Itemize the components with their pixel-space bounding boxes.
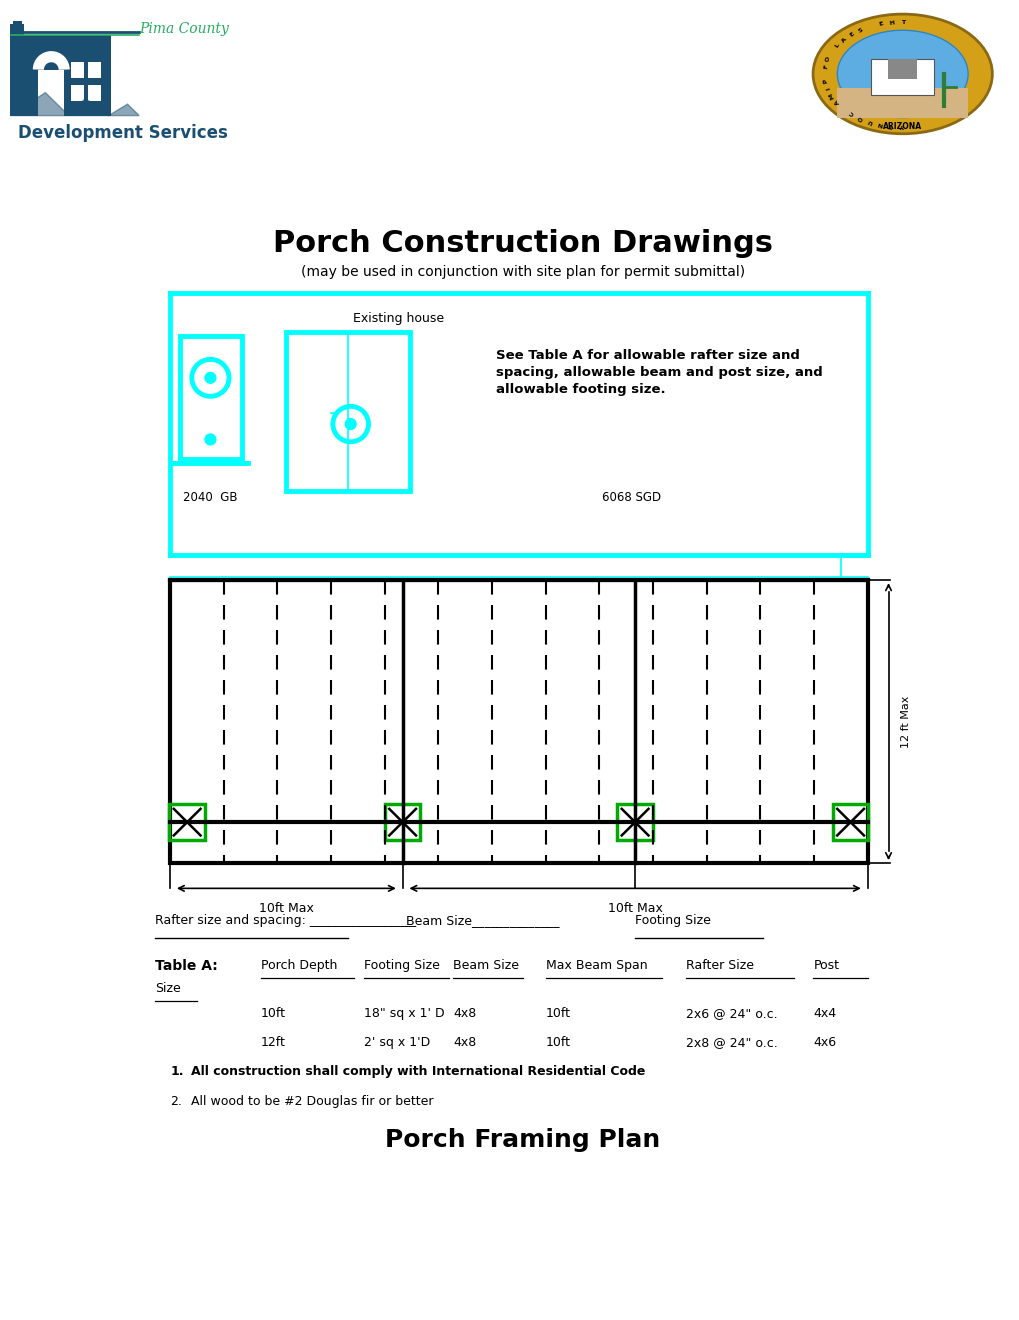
Text: S: S [857, 26, 863, 34]
Text: M: M [827, 91, 835, 99]
Bar [888, 59, 916, 79]
Text: L: L [834, 44, 840, 49]
Text: 2' sq x 1'D: 2' sq x 1'D [364, 1036, 430, 1049]
Bar [39, 70, 64, 116]
Bar [169, 804, 205, 840]
Text: O: O [824, 57, 830, 62]
Text: Rafter size and spacing: _________________: Rafter size and spacing: _______________… [155, 915, 416, 927]
Text: 10ft: 10ft [545, 1036, 571, 1049]
Text: 10ft Max: 10ft Max [259, 903, 314, 915]
Text: C: C [848, 110, 855, 116]
Text: Post: Post [812, 960, 839, 973]
Bar [12, 21, 22, 36]
Text: Development Services: Development Services [18, 124, 227, 141]
Text: (may be used in conjunction with site plan for permit submittal): (may be used in conjunction with site pl… [301, 265, 744, 280]
Text: 4x8: 4x8 [452, 1007, 476, 1020]
Text: 2040  GB: 2040 GB [183, 491, 237, 504]
Bar [837, 88, 967, 117]
Circle shape [345, 418, 356, 429]
Text: 6068 SGD: 6068 SGD [601, 491, 660, 504]
Text: Y: Y [900, 123, 904, 128]
Text: 2.: 2. [170, 1094, 181, 1107]
Text: Rafter Size: Rafter Size [685, 960, 753, 973]
Bar [832, 804, 867, 840]
Text: U: U [866, 117, 873, 124]
Text: 4x8: 4x8 [452, 1036, 476, 1049]
Bar [616, 804, 652, 840]
Text: ARIZONA: ARIZONA [882, 121, 921, 131]
Text: 10ft: 10ft [545, 1007, 571, 1020]
Text: Porch Construction Drawings: Porch Construction Drawings [272, 228, 772, 257]
Text: Beam Size______________: Beam Size______________ [407, 915, 559, 927]
Text: Table A:: Table A: [155, 960, 217, 973]
Text: E: E [848, 32, 854, 38]
Bar [71, 62, 84, 78]
Bar [22, 36, 111, 116]
Text: P: P [822, 79, 828, 84]
Text: Max Beam Span: Max Beam Span [545, 960, 647, 973]
Text: 12 ft Max: 12 ft Max [900, 696, 910, 748]
Text: A: A [834, 99, 840, 106]
Text: H: H [888, 20, 894, 25]
Text: Porch Framing Plan: Porch Framing Plan [385, 1129, 659, 1152]
Text: E: E [877, 21, 882, 28]
Text: 4x6: 4x6 [812, 1036, 836, 1049]
Text: N: N [876, 120, 883, 127]
Text: Pima County: Pima County [139, 22, 229, 37]
Text: 10ft Max: 10ft Max [607, 903, 662, 915]
Text: F: F [822, 65, 827, 69]
Text: 18" sq x 1' D: 18" sq x 1' D [364, 1007, 444, 1020]
Text: Porch Depth: Porch Depth [261, 960, 337, 973]
Text: T: T [889, 123, 894, 128]
Bar [870, 59, 933, 95]
Text: 2x6 @ 24" o.c.: 2x6 @ 24" o.c. [685, 1007, 776, 1020]
Text: 10ft: 10ft [261, 1007, 285, 1020]
Text: A: A [840, 37, 847, 44]
Text: All construction shall comply with International Residential Code: All construction shall comply with Inter… [191, 1065, 645, 1078]
Bar [88, 86, 101, 102]
Text: 2x8 @ 24" o.c.: 2x8 @ 24" o.c. [685, 1036, 776, 1049]
Polygon shape [10, 92, 139, 116]
Text: 4x4: 4x4 [812, 1007, 836, 1020]
Text: I: I [824, 87, 830, 90]
Text: T: T [900, 20, 904, 25]
Bar [71, 86, 84, 102]
Bar [180, 335, 242, 459]
Text: Beam Size: Beam Size [452, 960, 519, 973]
Circle shape [812, 15, 991, 133]
Bar [88, 62, 101, 78]
Bar [286, 331, 410, 491]
Bar [384, 804, 420, 840]
Text: Footing Size: Footing Size [364, 960, 439, 973]
Text: Size: Size [155, 982, 180, 995]
Bar [10, 24, 24, 116]
Circle shape [837, 30, 967, 117]
Text: Existing house: Existing house [353, 312, 444, 325]
Circle shape [205, 372, 216, 383]
Text: See Table A for allowable rafter size and
spacing, allowable beam and post size,: See Table A for allowable rafter size an… [495, 350, 821, 396]
Bar [170, 581, 867, 863]
Circle shape [205, 434, 216, 445]
Text: All wood to be #2 Douglas fir or better: All wood to be #2 Douglas fir or better [191, 1094, 433, 1107]
Text: O: O [856, 114, 863, 121]
Text: 12ft: 12ft [261, 1036, 285, 1049]
Text: 1.: 1. [170, 1065, 183, 1078]
Text: Footing Size: Footing Size [635, 915, 710, 927]
